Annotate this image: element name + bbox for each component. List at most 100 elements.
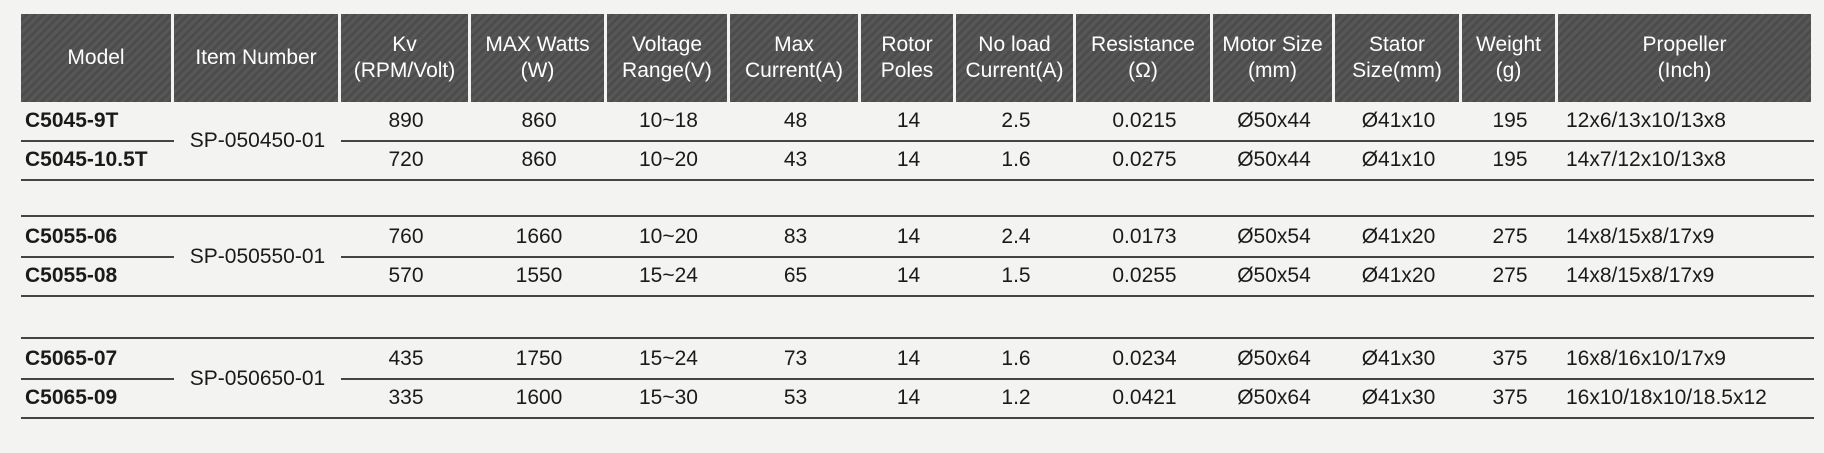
model-cell: C5045-10.5T	[25, 148, 148, 172]
data-cell: 375	[1492, 347, 1528, 371]
group-rule	[21, 337, 1814, 339]
row-rule	[21, 140, 174, 142]
item-number: SP-050650-01	[189, 366, 326, 390]
data-cell: Ø41x30	[1361, 347, 1436, 371]
data-cell: 760	[388, 225, 424, 249]
header-cell: Kv (RPM/Volt)	[341, 14, 471, 102]
data-cell: 15~24	[639, 264, 698, 288]
data-cell: Ø41x10	[1361, 109, 1436, 133]
data-cell: 48	[783, 109, 808, 133]
data-cell: 860	[521, 148, 557, 172]
data-cell: 12x6/13x10/13x8	[1566, 109, 1726, 133]
data-cell: 14	[896, 386, 921, 410]
data-cell: 275	[1492, 264, 1528, 288]
data-cell: 14x8/15x8/17x9	[1566, 264, 1715, 288]
data-cell: 2.4	[1001, 225, 1031, 249]
data-cell: 10~20	[639, 225, 698, 249]
data-cell: 375	[1492, 386, 1528, 410]
header-cell: Item Number	[174, 14, 341, 102]
row-rule	[341, 378, 1814, 380]
model-cell: C5065-09	[25, 386, 118, 410]
item-number: SP-050550-01	[189, 244, 326, 268]
data-cell: 15~30	[639, 386, 698, 410]
row-rule	[21, 378, 174, 380]
model-cell: C5045-9T	[25, 109, 119, 133]
item-number: SP-050450-01	[189, 128, 326, 152]
data-cell: 65	[783, 264, 808, 288]
model-cell: C5065-07	[25, 347, 118, 371]
data-cell: 14	[896, 264, 921, 288]
data-cell: 1.2	[1001, 386, 1031, 410]
row-rule	[341, 256, 1814, 258]
data-cell: 720	[388, 148, 424, 172]
data-cell: 53	[783, 386, 808, 410]
data-cell: 16x10/18x10/18.5x12	[1566, 386, 1767, 410]
data-cell: 14	[896, 109, 921, 133]
model-cell: C5055-06	[25, 225, 118, 249]
data-cell: 10~18	[639, 109, 698, 133]
model-cell: C5055-08	[25, 264, 118, 288]
header-cell: Resistance (Ω)	[1076, 14, 1213, 102]
data-cell: 14x7/12x10/13x8	[1566, 148, 1726, 172]
data-cell: Ø50x44	[1237, 148, 1311, 172]
data-cell: 1600	[515, 386, 563, 410]
data-cell: Ø41x30	[1361, 386, 1436, 410]
header-cell: Rotor Poles	[861, 14, 956, 102]
header-cell: Motor Size (mm)	[1213, 14, 1335, 102]
data-cell: Ø50x64	[1237, 347, 1311, 371]
data-cell: 890	[388, 109, 424, 133]
data-cell: 2.5	[1001, 109, 1031, 133]
data-cell: 0.0173	[1112, 225, 1177, 249]
data-cell: 10~20	[639, 148, 698, 172]
data-cell: 1.5	[1001, 264, 1031, 288]
data-cell: 1660	[515, 225, 563, 249]
row-rule	[21, 417, 1814, 419]
data-cell: 570	[388, 264, 424, 288]
data-cell: 195	[1492, 148, 1528, 172]
data-cell: 83	[783, 225, 808, 249]
data-cell: 73	[783, 347, 808, 371]
data-cell: Ø50x54	[1237, 264, 1311, 288]
header-cell: MAX Watts (W)	[471, 14, 607, 102]
data-cell: 435	[388, 347, 424, 371]
data-cell: 0.0421	[1112, 386, 1177, 410]
data-cell: 0.0234	[1112, 347, 1177, 371]
header-cell: Propeller (Inch)	[1558, 14, 1814, 102]
data-cell: Ø41x20	[1361, 225, 1436, 249]
data-cell: 1750	[515, 347, 563, 371]
header-cell: Weight (g)	[1462, 14, 1558, 102]
data-cell: 0.0275	[1112, 148, 1177, 172]
data-cell: 15~24	[639, 347, 698, 371]
header-cell: Model	[21, 14, 174, 102]
data-cell: 0.0215	[1112, 109, 1177, 133]
data-cell: 1550	[515, 264, 563, 288]
data-cell: 275	[1492, 225, 1528, 249]
row-rule	[341, 140, 1814, 142]
data-cell: 14	[896, 148, 921, 172]
data-cell: 195	[1492, 109, 1528, 133]
data-cell: 14x8/15x8/17x9	[1566, 225, 1715, 249]
data-cell: 0.0255	[1112, 264, 1177, 288]
data-cell: 43	[783, 148, 808, 172]
header-cell: Stator Size(mm)	[1335, 14, 1462, 102]
data-cell: Ø50x54	[1237, 225, 1311, 249]
data-cell: 860	[521, 109, 557, 133]
data-cell: Ø50x64	[1237, 386, 1311, 410]
row-rule	[21, 295, 1814, 297]
data-cell: 14	[896, 225, 921, 249]
data-cell: 335	[388, 386, 424, 410]
row-rule	[21, 256, 174, 258]
data-cell: Ø41x10	[1361, 148, 1436, 172]
header-cell: No load Current(A)	[956, 14, 1076, 102]
group-rule	[21, 215, 1814, 217]
data-cell: Ø50x44	[1237, 109, 1311, 133]
data-cell: 14	[896, 347, 921, 371]
data-cell: Ø41x20	[1361, 264, 1436, 288]
data-cell: 1.6	[1001, 347, 1031, 371]
data-cell: 16x8/16x10/17x9	[1566, 347, 1726, 371]
data-cell: 1.6	[1001, 148, 1031, 172]
header-cell: Voltage Range(V)	[607, 14, 730, 102]
header-cell: Max Current(A)	[730, 14, 861, 102]
row-rule	[21, 179, 1814, 181]
